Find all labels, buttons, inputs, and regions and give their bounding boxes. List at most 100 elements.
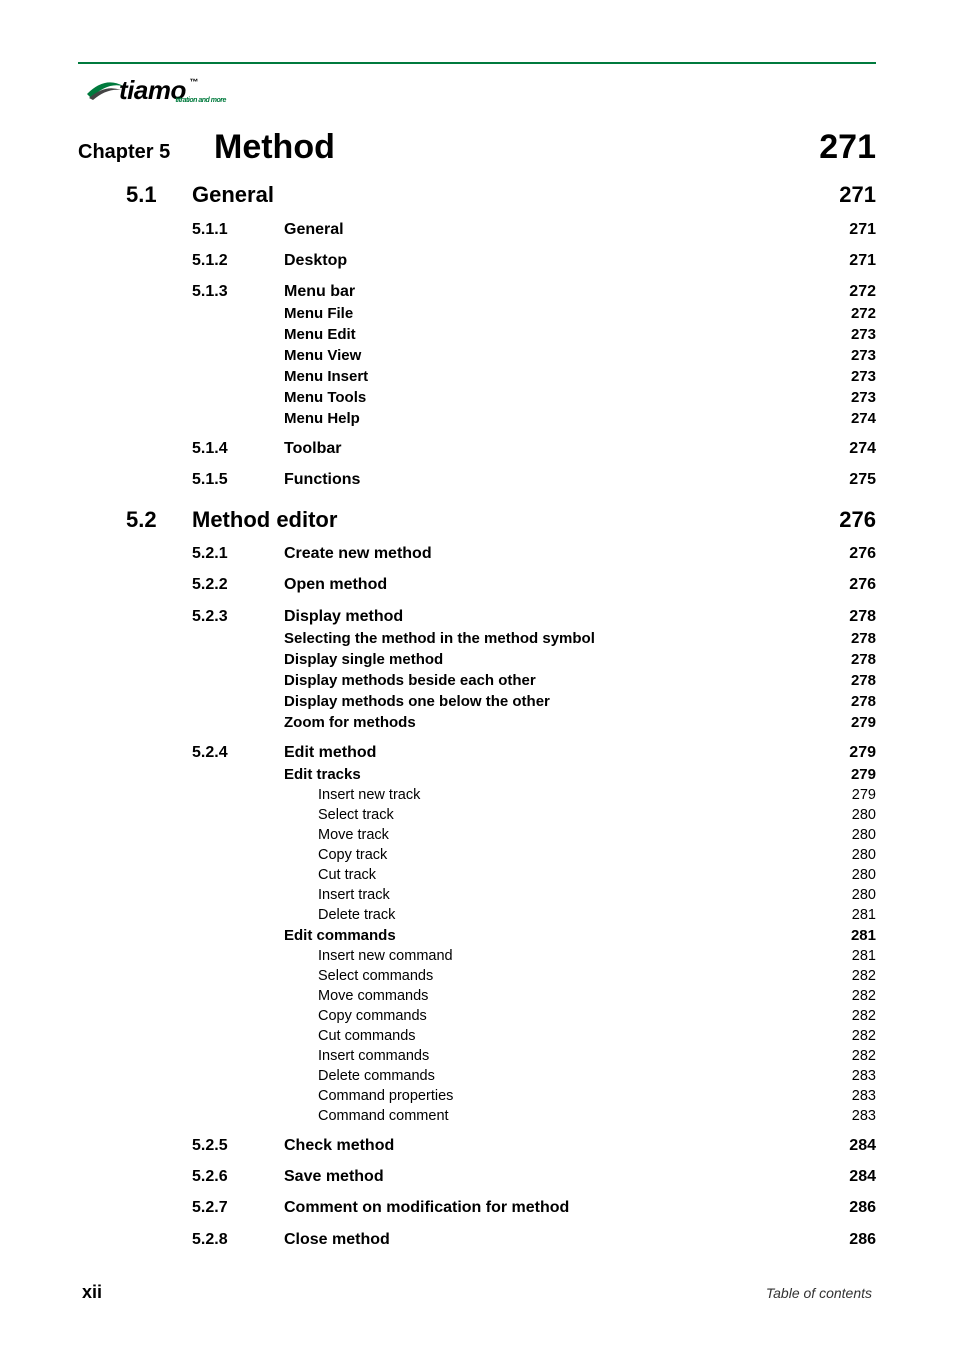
toc-title: Select commands (318, 966, 433, 986)
toc-row: Menu File 272 (78, 303, 876, 324)
toc-title-wrap: Display methods beside each other 278 (284, 670, 876, 691)
toc-title: Open method (284, 573, 387, 596)
toc-page: 286 (849, 1228, 876, 1251)
toc-title: Move commands (318, 986, 428, 1006)
toc-row: Menu View 273 (78, 345, 876, 366)
toc-page: 280 (852, 865, 876, 885)
toc-title: Insert new command (318, 946, 453, 966)
toc-title: Copy track (318, 845, 387, 865)
toc-page: 276 (849, 573, 876, 596)
toc-title-wrap: Menu Help 274 (284, 408, 876, 429)
toc-title-wrap: Insert commands 282 (318, 1046, 876, 1066)
toc-title: Insert track (318, 885, 390, 905)
toc-title: Close method (284, 1228, 390, 1251)
toc-title: Check method (284, 1134, 394, 1157)
toc-row: 5.2.6Save method 284 (78, 1165, 876, 1188)
toc-title-wrap: Method 271 (214, 128, 876, 167)
toc-title: Create new method (284, 542, 432, 565)
toc-row: 5.2.3Display method 278 (78, 605, 876, 628)
toc-page: 279 (851, 764, 876, 785)
toc-row: Display methods one below the other 278 (78, 691, 876, 712)
toc-row: Menu Help 274 (78, 408, 876, 429)
toc-title-wrap: Copy commands 282 (318, 1006, 876, 1026)
toc-row: 5.2.1Create new method 276 (78, 542, 876, 565)
toc-page: 282 (852, 966, 876, 986)
toc-page: 273 (851, 345, 876, 366)
toc-title: Menu bar (284, 280, 355, 303)
toc-title: Command comment (318, 1106, 449, 1126)
toc-title: General (284, 218, 344, 241)
header-rule (78, 62, 876, 64)
toc-title-wrap: Check method 284 (284, 1134, 876, 1157)
toc-title-wrap: Display methods one below the other 278 (284, 691, 876, 712)
toc-row: 5.1.4Toolbar 274 (78, 437, 876, 460)
toc-row: Select commands 282 (78, 966, 876, 986)
toc-title: Display methods one below the other (284, 691, 550, 712)
logo: tiamo ™ titration and more (85, 75, 186, 106)
toc-row: Command properties 283 (78, 1086, 876, 1106)
toc-row: 5.1General 271 (78, 181, 876, 210)
toc-row: 5.2.8Close method 286 (78, 1228, 876, 1251)
toc-page: 276 (839, 506, 876, 535)
toc-title-wrap: Desktop 271 (284, 249, 876, 272)
toc-page: 272 (849, 280, 876, 303)
toc-row: 5.1.2Desktop 271 (78, 249, 876, 272)
toc-title: Copy commands (318, 1006, 427, 1026)
toc-row: Insert new command 281 (78, 946, 876, 966)
toc-page: 281 (852, 946, 876, 966)
toc-title: Menu Tools (284, 387, 366, 408)
toc-row: Delete commands 283 (78, 1066, 876, 1086)
toc-row: 5.2.4Edit method 279 (78, 741, 876, 764)
toc-row: Chapter 5Method 271 (78, 128, 876, 167)
toc-title: Cut track (318, 865, 376, 885)
toc-page: 280 (852, 885, 876, 905)
toc-title-wrap: Menu File 272 (284, 303, 876, 324)
toc-page: 281 (851, 925, 876, 946)
toc-row: 5.2.2Open method 276 (78, 573, 876, 596)
toc-page: 284 (849, 1165, 876, 1188)
toc-row: Menu Edit 273 (78, 324, 876, 345)
toc-page: 275 (849, 468, 876, 491)
toc-label: 5.2.3 (78, 605, 284, 628)
toc-label: 5.2.5 (78, 1134, 284, 1157)
toc-row: Insert commands 282 (78, 1046, 876, 1066)
toc-title-wrap: Insert new track 279 (318, 785, 876, 805)
toc-page: 284 (849, 1134, 876, 1157)
toc-title-wrap: Command properties 283 (318, 1086, 876, 1106)
toc-row: Selecting the method in the method symbo… (78, 628, 876, 649)
toc-label: 5.2 (78, 506, 192, 535)
toc-title: Edit method (284, 741, 376, 764)
toc-title-wrap: Insert new command 281 (318, 946, 876, 966)
toc-row: Copy track 280 (78, 845, 876, 865)
toc-title-wrap: General 271 (192, 181, 876, 210)
toc-title: Toolbar (284, 437, 341, 460)
toc-title-wrap: Menu Tools 273 (284, 387, 876, 408)
toc-title-wrap: Selecting the method in the method symbo… (284, 628, 876, 649)
toc-row: Command comment 283 (78, 1106, 876, 1126)
toc-row: Move track 280 (78, 825, 876, 845)
toc-title-wrap: Copy track 280 (318, 845, 876, 865)
toc-title: Selecting the method in the method symbo… (284, 628, 595, 649)
toc-label: 5.2.1 (78, 542, 284, 565)
toc-title-wrap: General 271 (284, 218, 876, 241)
toc-row: 5.2.7Comment on modification for method … (78, 1196, 876, 1219)
toc-page: 274 (851, 408, 876, 429)
toc-title-wrap: Create new method 276 (284, 542, 876, 565)
toc-title-wrap: Menu bar 272 (284, 280, 876, 303)
toc-row: Display methods beside each other 278 (78, 670, 876, 691)
toc-label: 5.1.2 (78, 249, 284, 272)
toc-row: 5.1.3Menu bar 272 (78, 280, 876, 303)
toc-page: 279 (852, 785, 876, 805)
toc-title-wrap: Move track 280 (318, 825, 876, 845)
toc-row: Cut commands 282 (78, 1026, 876, 1046)
toc-title: Edit tracks (284, 764, 361, 785)
toc-page: 278 (851, 670, 876, 691)
toc-title: Edit commands (284, 925, 396, 946)
toc-title-wrap: Open method 276 (284, 573, 876, 596)
toc-label: Chapter 5 (78, 141, 214, 164)
toc-title-wrap: Select track 280 (318, 805, 876, 825)
toc-page: 276 (849, 542, 876, 565)
toc-page: 279 (851, 712, 876, 733)
toc-title: Display method (284, 605, 403, 628)
toc-title: Cut commands (318, 1026, 416, 1046)
